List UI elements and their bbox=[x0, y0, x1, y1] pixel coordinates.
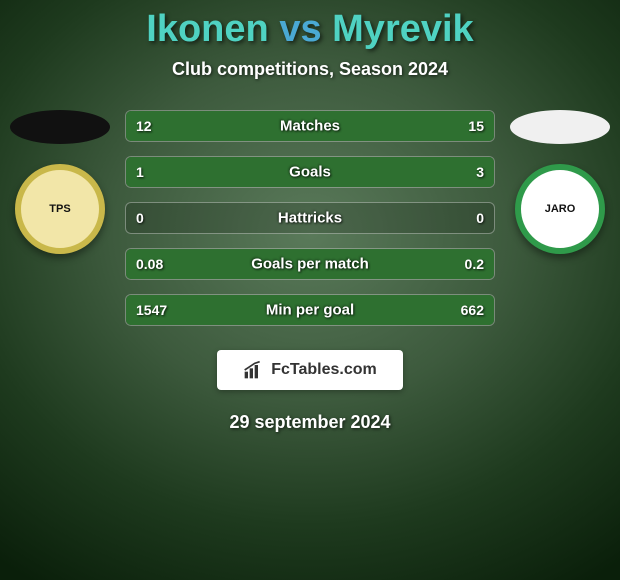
title-right: Myrevik bbox=[332, 8, 474, 50]
bar-chart-icon bbox=[243, 360, 263, 380]
bar-value-left: 0.08 bbox=[136, 256, 163, 272]
bar-value-right: 15 bbox=[468, 118, 484, 134]
bar-label: Min per goal bbox=[266, 302, 354, 319]
stat-row: 0.08 0.2 Goals per match bbox=[125, 248, 495, 280]
player-right-head bbox=[510, 110, 610, 144]
club-logo-right-label: JARO bbox=[545, 203, 576, 215]
player-right-column: JARO bbox=[500, 110, 620, 254]
bar-value-left: 12 bbox=[136, 118, 152, 134]
bar-label: Hattricks bbox=[278, 210, 342, 227]
stat-row: 1547 662 Min per goal bbox=[125, 294, 495, 326]
bar-label: Matches bbox=[280, 118, 340, 135]
stat-row: 12 15 Matches bbox=[125, 110, 495, 142]
bar-label: Goals bbox=[289, 164, 331, 181]
bar-value-left: 1 bbox=[136, 164, 144, 180]
bar-fill-right bbox=[218, 157, 494, 187]
club-logo-right: JARO bbox=[515, 164, 605, 254]
title-left: Ikonen bbox=[146, 8, 268, 50]
bar-value-left: 1547 bbox=[136, 302, 167, 318]
content-wrapper: Ikonen vs Myrevik Club competitions, Sea… bbox=[0, 0, 620, 433]
bar-label: Goals per match bbox=[251, 256, 369, 273]
bar-value-right: 0.2 bbox=[465, 256, 484, 272]
bar-value-right: 662 bbox=[461, 302, 484, 318]
title-vs: vs bbox=[279, 8, 321, 50]
date-text: 29 september 2024 bbox=[229, 412, 390, 433]
brand-box: FcTables.com bbox=[217, 350, 403, 390]
bar-value-right: 3 bbox=[476, 164, 484, 180]
stats-bars: 12 15 Matches 1 3 Goals 0 0 Hattricks 0.08 0.2 Goal… bbox=[125, 110, 495, 326]
subtitle: Club competitions, Season 2024 bbox=[172, 59, 448, 80]
bar-value-left: 0 bbox=[136, 210, 144, 226]
player-left-column: TPS bbox=[0, 110, 120, 254]
club-logo-left-label: TPS bbox=[49, 203, 70, 215]
stat-row: 1 3 Goals bbox=[125, 156, 495, 188]
stat-row: 0 0 Hattricks bbox=[125, 202, 495, 234]
player-left-head bbox=[10, 110, 110, 144]
page-title: Ikonen vs Myrevik bbox=[146, 8, 473, 51]
club-logo-left: TPS bbox=[15, 164, 105, 254]
bar-value-right: 0 bbox=[476, 210, 484, 226]
brand-text: FcTables.com bbox=[271, 361, 377, 379]
main-row: TPS 12 15 Matches 1 3 Goals 0 0 Hattricks 0.08 0.2… bbox=[0, 110, 620, 326]
